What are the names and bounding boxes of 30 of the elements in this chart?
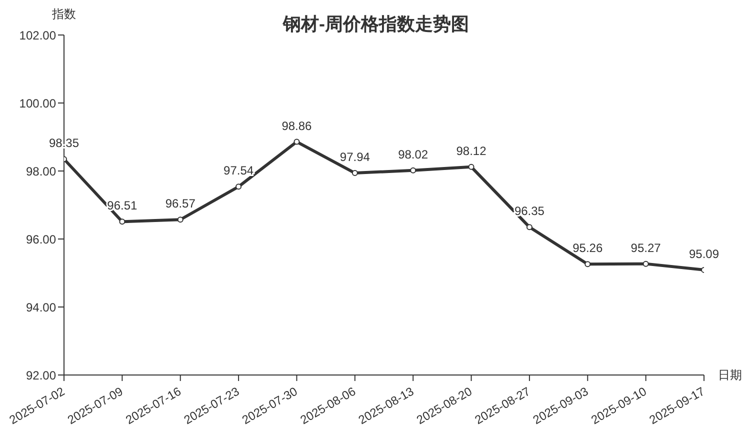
data-label: 96.51 [107,198,138,213]
point [236,184,242,190]
data-label: 97.54 [224,164,254,178]
data-label: 98.02 [398,147,428,162]
y-tick-label: 92.00 [26,368,56,382]
point [294,138,300,145]
data-label: 97.94 [340,150,370,164]
data-label: 95.27 [630,240,662,255]
point [526,224,532,230]
point [642,260,649,267]
data-label: 98.12 [456,144,487,158]
point [177,216,184,223]
point [119,218,126,225]
y-axis-title: 指数 [52,6,76,23]
y-tick-label: 96.00 [26,232,56,246]
data-label: 96.57 [165,196,196,211]
data-label: 95.09 [688,246,720,261]
data-label: 96.35 [514,204,545,218]
point [410,167,416,174]
y-tick-label: 94.00 [26,300,56,314]
x-axis-title: 日期 [718,367,742,384]
point [584,261,591,268]
data-label: 98.86 [282,118,312,133]
chart-title: 钢材-周价格指数走势图 [283,14,469,34]
data-label: 95.26 [572,241,603,256]
point [468,164,474,170]
point [352,170,358,176]
y-tick-label: 100.00 [19,96,56,110]
y-tick-label: 98.00 [26,164,56,178]
y-tick-label: 102.00 [19,28,56,42]
